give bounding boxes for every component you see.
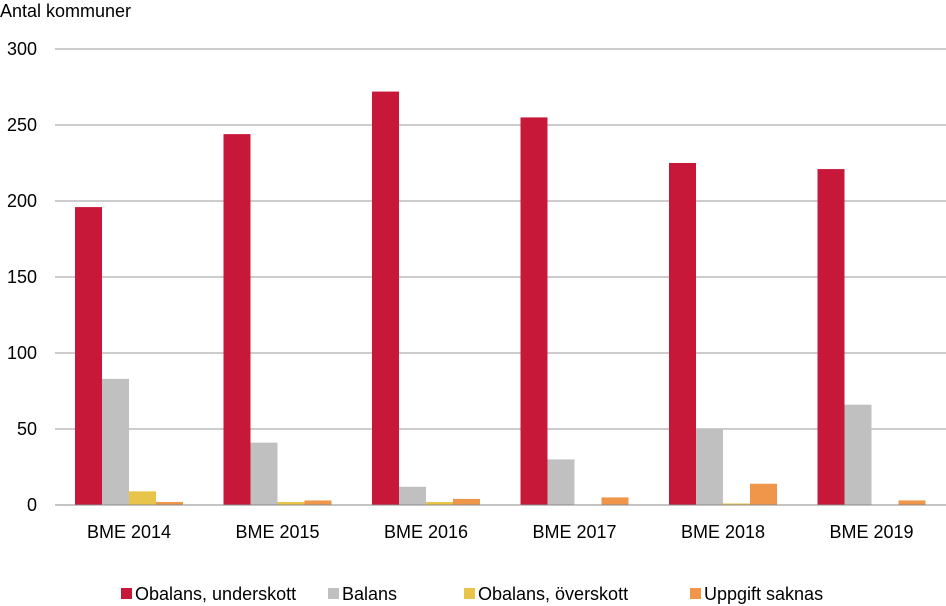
y-tick-label: 100 — [7, 343, 37, 363]
y-tick-label: 50 — [17, 419, 37, 439]
bar-obalans-överskott-2 — [426, 501, 453, 505]
bar-balans-3 — [547, 459, 575, 505]
bar-obalans-överskott-1 — [277, 501, 305, 505]
y-tick-label: 200 — [7, 191, 37, 211]
y-axis-title: Antal kommuner — [0, 1, 131, 21]
bar-obalans-överskott-0 — [129, 491, 156, 505]
legend: Obalans, underskott Balans Obalans, översk… — [121, 584, 823, 604]
legend-label: Balans — [342, 584, 397, 604]
x-tick-label: BME 2015 — [235, 522, 319, 542]
bar-uppgift-saknas-5 — [898, 500, 926, 505]
y-tick-label: 300 — [7, 39, 37, 59]
legend-label: Obalans, underskott — [135, 584, 296, 604]
y-tick-labels: 0 50 100 150 200 250 300 — [7, 39, 37, 515]
bar-balans-4 — [696, 429, 723, 505]
bar-obalans-underskott-1 — [223, 134, 251, 505]
x-tick-label: BME 2016 — [384, 522, 468, 542]
bar-obalans-underskott-5 — [817, 169, 845, 505]
bar-uppgift-saknas-3 — [601, 497, 629, 505]
y-tick-label: 250 — [7, 115, 37, 135]
bar-obalans-underskott-2 — [372, 91, 399, 505]
legend-swatch — [464, 588, 475, 599]
bar-uppgift-saknas-1 — [304, 500, 332, 505]
y-tick-label: 150 — [7, 267, 37, 287]
bar-obalans-underskott-0 — [75, 207, 102, 505]
bar-obalans-överskott-4 — [723, 503, 750, 505]
bars — [75, 91, 926, 506]
bar-uppgift-saknas-0 — [156, 501, 183, 505]
gridlines — [55, 48, 946, 430]
bar-obalans-underskott-4 — [669, 163, 696, 505]
x-tick-label: BME 2014 — [87, 522, 171, 542]
bar-balans-2 — [399, 486, 426, 505]
bar-balans-1 — [250, 442, 278, 505]
legend-swatch — [690, 588, 701, 599]
y-tick-label: 0 — [27, 495, 37, 515]
bar-balans-0 — [102, 378, 129, 505]
x-tick-label: BME 2017 — [532, 522, 616, 542]
bar-uppgift-saknas-2 — [453, 498, 480, 505]
legend-label: Obalans, överskott — [478, 584, 628, 604]
x-tick-label: BME 2018 — [681, 522, 765, 542]
legend-label: Uppgift saknas — [704, 584, 823, 604]
bar-obalans-underskott-3 — [520, 117, 548, 506]
x-tick-label: BME 2019 — [829, 522, 913, 542]
bar-balans-5 — [844, 404, 872, 505]
legend-swatch — [121, 588, 132, 599]
legend-swatch — [328, 588, 339, 599]
bar-uppgift-saknas-4 — [750, 483, 777, 505]
x-tick-labels: BME 2014 BME 2015 BME 2016 BME 2017 BME 2018… — [87, 522, 914, 542]
